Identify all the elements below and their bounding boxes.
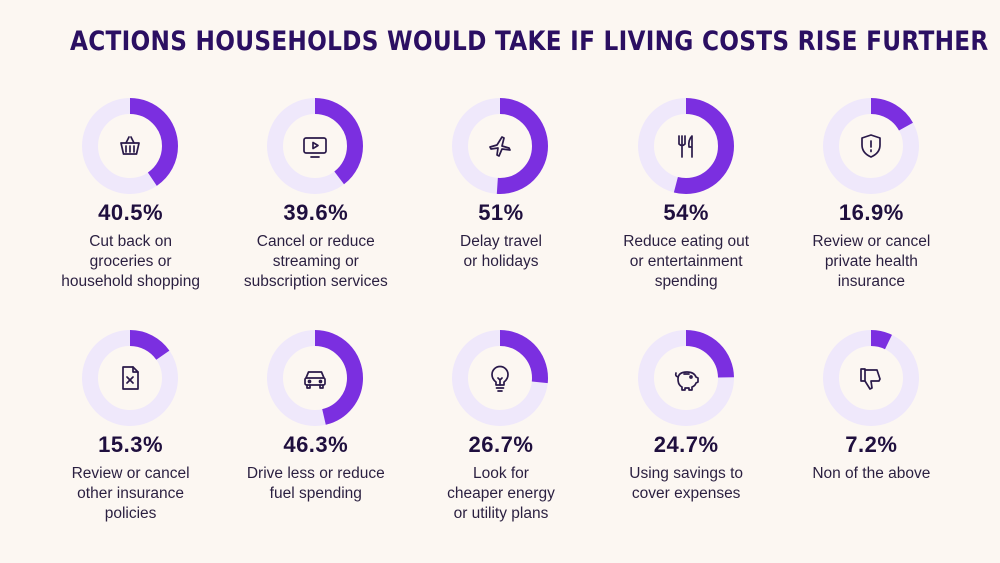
stat-card: 51% Delay travel or holidays: [408, 98, 593, 330]
basket-icon: [114, 130, 146, 162]
donut-ring: [452, 330, 549, 426]
donut-ring: [267, 330, 364, 426]
donut-chart: [267, 330, 364, 426]
donut-chart: [82, 98, 178, 194]
stat-card: 15.3% Review or cancel other insurance poli…: [38, 330, 223, 538]
stat-card: 39.6% Cancel or reduce streaming or subscri…: [223, 98, 408, 330]
stat-card: 16.9% Review or cancel private health insur…: [779, 98, 964, 330]
stat-label: Cancel or reduce streaming or subscription…: [243, 233, 388, 290]
donut-grid: 40.5% Cut back on groceries or household sh…: [38, 98, 964, 538]
donut-ring: [822, 330, 919, 426]
stat-card: 46.3% Drive less or reduce fuel spending: [223, 330, 408, 538]
stat-card: 24.7% Using savings to cover expenses: [594, 330, 779, 538]
donut-chart: [82, 330, 178, 426]
donut-chart: [822, 330, 919, 426]
donut-ring: [452, 98, 549, 194]
car-icon: [299, 362, 331, 394]
stat-value: 15.3%: [98, 432, 164, 457]
tv-play-icon: [299, 130, 331, 162]
stat-label: Cut back on groceries or household shoppin…: [61, 233, 200, 290]
shield-alert-icon: [855, 130, 887, 162]
page-title: ACTIONS HOUSEHOLDS WOULD TAKE IF LIVING …: [70, 26, 989, 57]
stat-label: Non of the above: [812, 465, 931, 482]
stat-label: Look for cheaper energy or utility plans: [447, 465, 555, 522]
stat-value: 54%: [663, 200, 709, 225]
stat-value: 40.5%: [98, 200, 164, 225]
donut-arc: [82, 330, 178, 426]
donut-ring: [822, 98, 919, 194]
stat-value: 24.7%: [653, 432, 719, 457]
document-x-icon: [114, 362, 146, 394]
donut-arc: [822, 98, 919, 194]
donut-arc: [452, 330, 549, 426]
donut-chart: [452, 98, 549, 194]
donut-ring: [82, 330, 178, 426]
airplane-icon: [484, 130, 516, 162]
stat-label: Using savings to cover expenses: [629, 465, 744, 502]
stat-value: 46.3%: [283, 432, 349, 457]
stat-card: 7.2% Non of the above: [779, 330, 964, 538]
donut-arc: [637, 98, 734, 194]
fork-knife-icon: [670, 130, 702, 162]
donut-chart: [267, 98, 364, 194]
donut-arc: [267, 330, 364, 426]
stat-label: Reduce eating out or entertainment spendin…: [623, 233, 750, 290]
donut-arc: [452, 98, 549, 194]
donut-arc: [82, 98, 178, 194]
stat-label: Drive less or reduce fuel spending: [246, 465, 385, 502]
stat-label: Delay travel or holidays: [460, 233, 542, 270]
donut-chart: [452, 330, 549, 426]
donut-arc: [822, 330, 919, 426]
stat-card: 40.5% Cut back on groceries or household sh…: [38, 98, 223, 330]
stat-value: 7.2%: [845, 432, 898, 457]
stat-value: 51%: [478, 200, 524, 225]
donut-ring: [637, 330, 734, 426]
stat-value: 26.7%: [468, 432, 534, 457]
piggy-bank-icon: [670, 362, 702, 394]
donut-ring: [82, 98, 178, 194]
stat-label: Review or cancel private health insurance: [812, 233, 931, 290]
donut-chart: [637, 98, 734, 194]
donut-ring: [637, 98, 734, 194]
donut-chart: [822, 98, 919, 194]
stat-label: Review or cancel other insurance policies: [71, 465, 190, 522]
lightbulb-icon: [484, 362, 516, 394]
stat-card: 26.7% Look for cheaper energy or utility pl…: [408, 330, 593, 538]
thumbs-down-icon: [855, 362, 887, 394]
donut-arc: [637, 330, 734, 426]
stat-value: 39.6%: [283, 200, 349, 225]
stat-value: 16.9%: [838, 200, 904, 225]
donut-arc: [267, 98, 364, 194]
donut-chart: [637, 330, 734, 426]
donut-ring: [267, 98, 364, 194]
stat-card: 54% Reduce eating out or entertainment spen…: [594, 98, 779, 330]
